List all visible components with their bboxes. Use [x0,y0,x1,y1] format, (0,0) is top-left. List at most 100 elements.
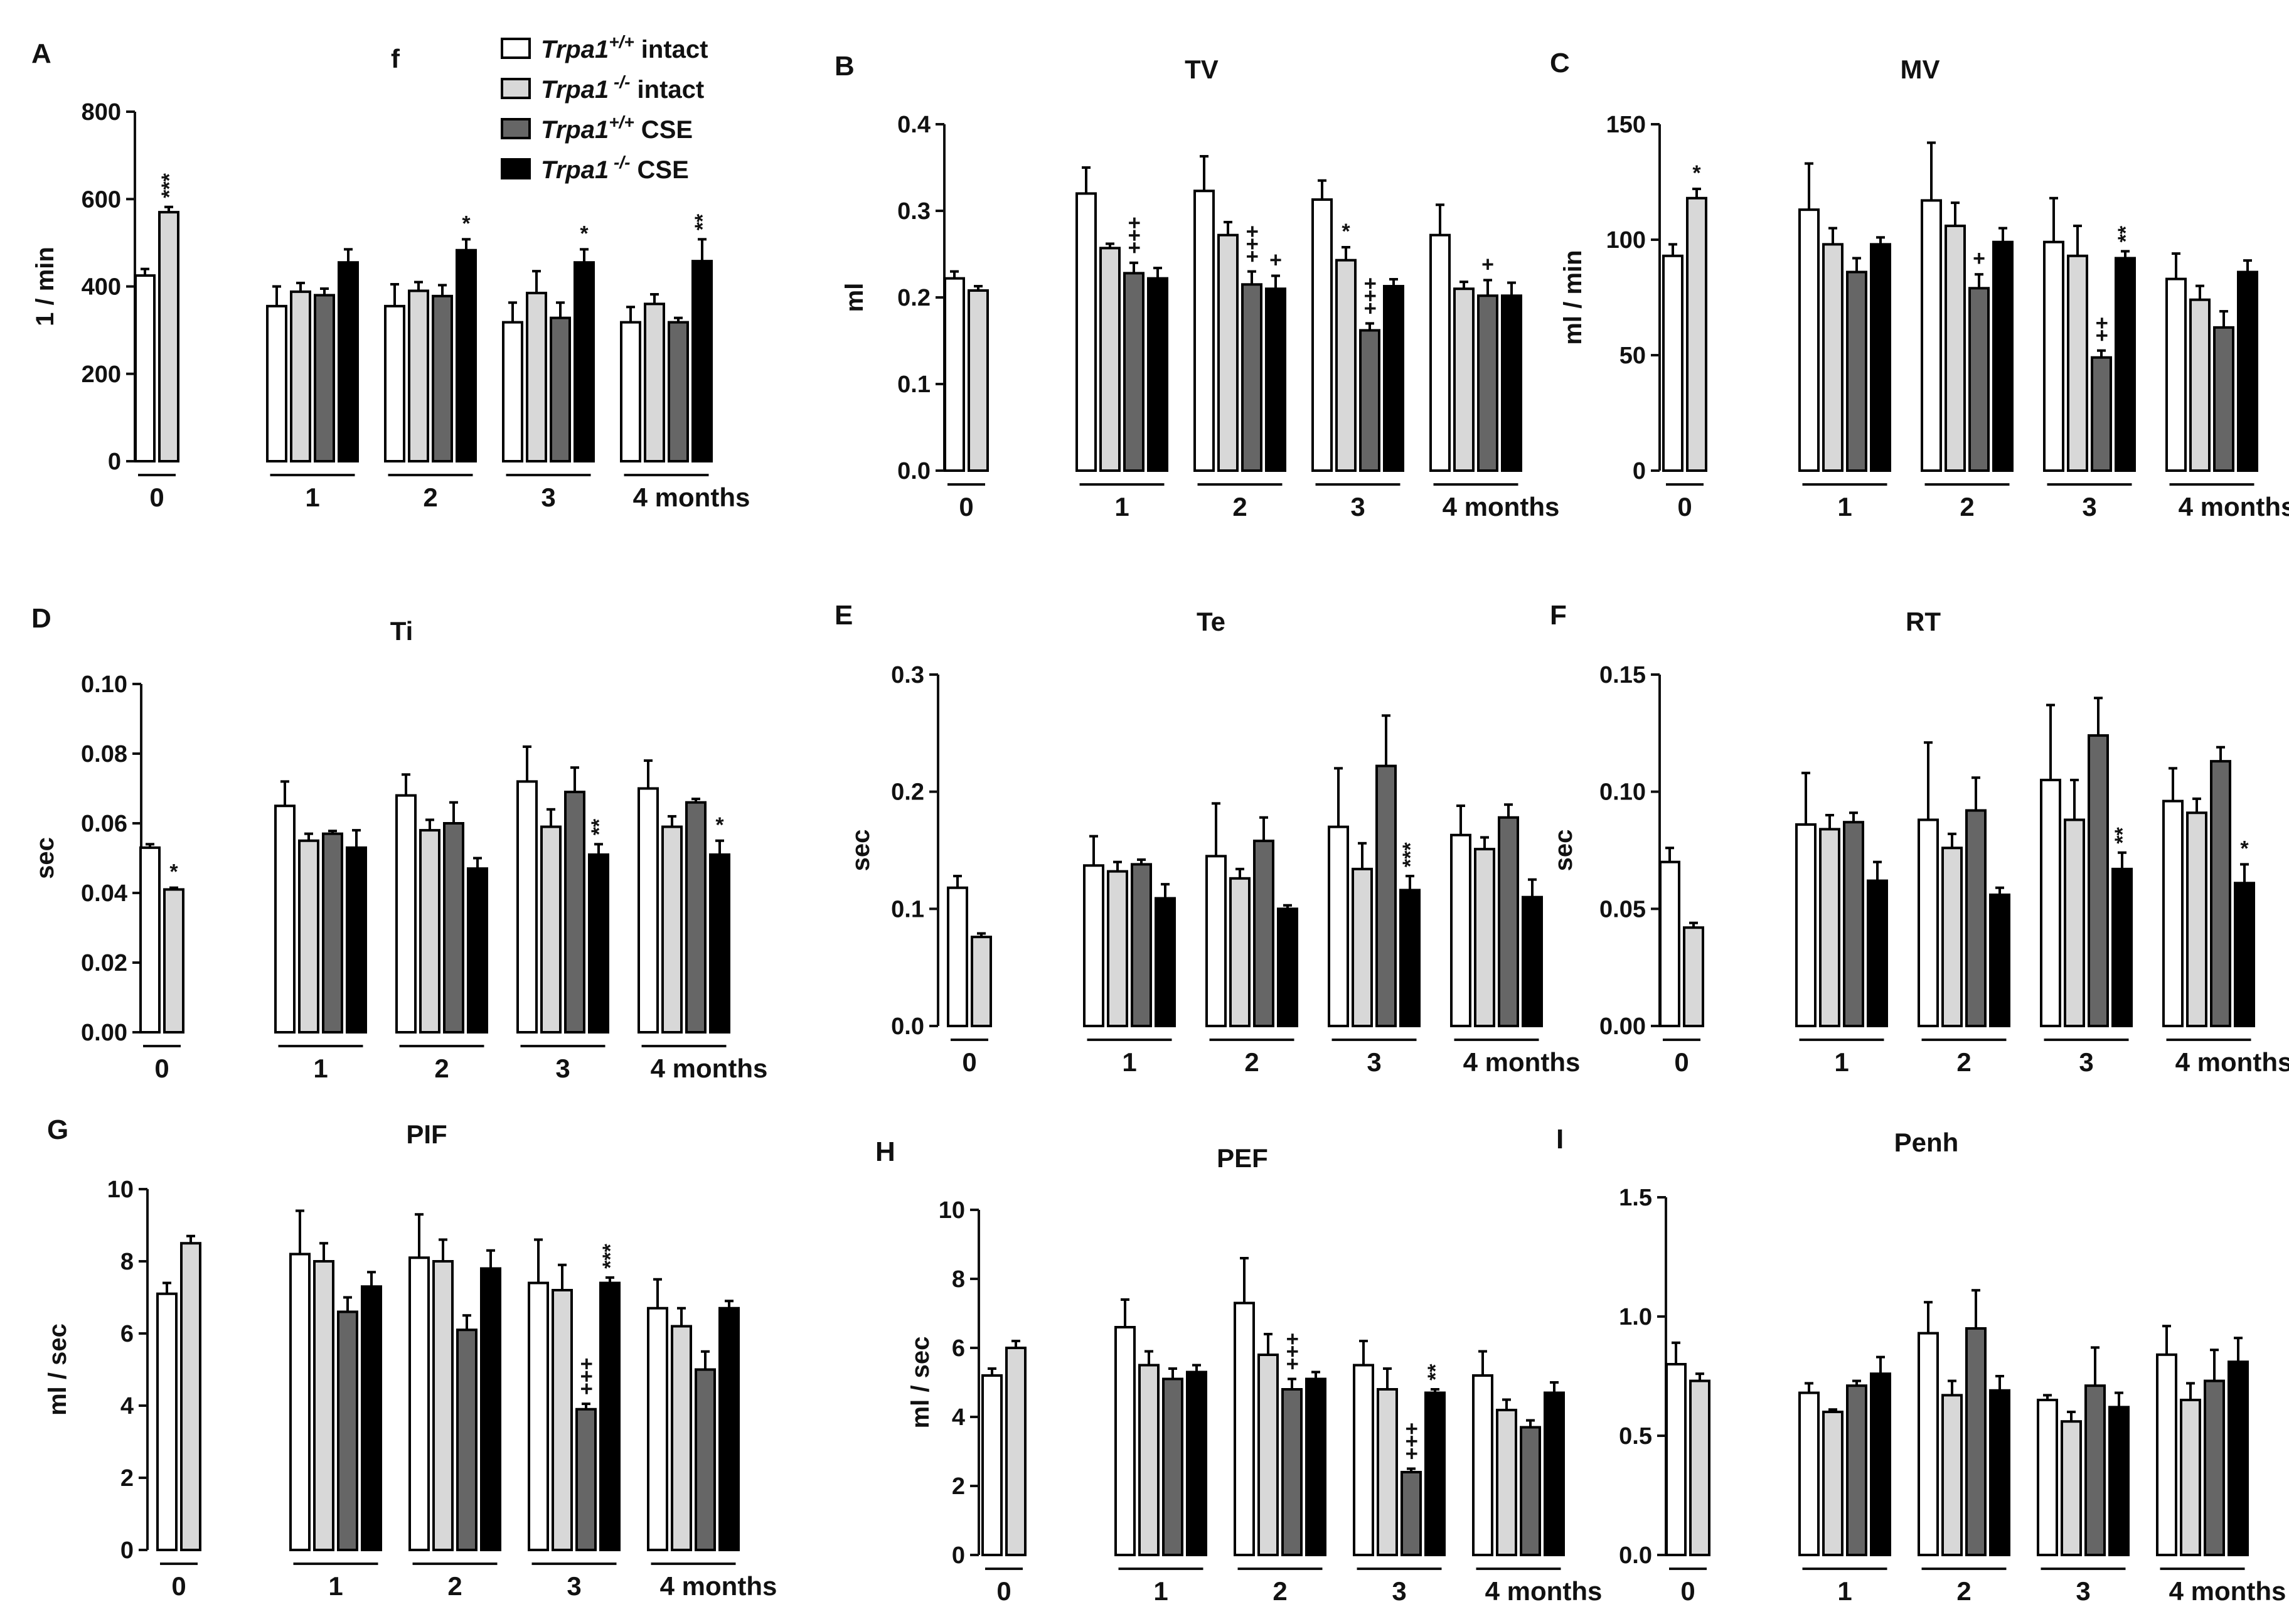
group-label: 1 [328,1571,343,1601]
bar [1496,1409,1517,1556]
bar [1281,1388,1303,1556]
bar [685,801,707,1034]
bar [671,1325,692,1551]
bar [1335,259,1357,472]
bar [1798,1391,1820,1557]
group-label: 4 months [1463,1047,1581,1077]
group-label: 2 [1956,1576,1971,1606]
bar [289,1253,311,1551]
significance-marker: +++ [1241,225,1264,263]
bar [1846,1384,1867,1556]
bar [1867,879,1888,1027]
panel-f: F RT 0.00 0.05 0.10 0.15 sec 0 1 2 3 ** 4 months * [1550,600,2289,1077]
bar [1989,893,2010,1028]
bar [1401,1471,1422,1556]
bar [314,294,335,462]
bar [2234,882,2255,1028]
bar [968,289,989,472]
bar [346,846,367,1034]
bar [1843,821,1864,1027]
significance-marker: * [715,813,724,837]
group-label: 2 [434,1054,449,1083]
group-label: 0 [1677,492,1692,521]
bar [1123,272,1144,472]
significance-marker: ** [587,818,611,835]
bar [1686,196,1707,472]
y-axis-label: ml / sec [44,1323,72,1416]
y-tick-label: 0.0 [1619,1542,1652,1569]
bar [395,794,417,1034]
bar [298,839,319,1034]
bar [408,289,429,462]
bar [1114,1326,1136,1556]
bar [408,1256,430,1551]
bar [695,1368,716,1551]
bar [1968,287,1990,472]
bar [134,274,156,462]
bar [1474,848,1495,1027]
bar [1257,1354,1279,1556]
bar [1099,247,1121,472]
bar [1375,764,1397,1027]
panel-letter: I [1556,1124,1564,1155]
significance-marker: +++ [575,1358,599,1396]
significance-marker: * [462,211,471,235]
bar [443,822,464,1034]
bar [2156,1353,2177,1557]
significance-marker: + [1481,252,1494,276]
y-tick-label: 0.00 [81,1020,127,1046]
panel-letter: E [835,600,853,631]
panel-title: RT [1906,607,1941,636]
bar [1377,1388,1398,1556]
bar [1107,870,1128,1027]
bar [2088,734,2109,1027]
significance-marker: * [169,860,178,884]
bar [163,888,184,1034]
y-tick-label: 0.08 [81,741,127,767]
y-tick-label: 0 [952,1542,965,1569]
panel-i: I Penh 0.0 0.5 1.0 1.5 0 1 2 3 4 months [1556,1124,2286,1606]
y-axis-label: ml / min [1559,250,1587,345]
panel-letter: B [835,51,855,82]
panel-d: D Ti 0.00 0.02 0.04 0.06 0.08 0.10 sec 0 * 1 2 3 ** 4 m… [31,603,767,1083]
y-tick-label: 0 [1633,458,1646,484]
group-label: 1 [1834,1047,1849,1077]
significance-marker: *** [157,173,181,198]
bar [2040,779,2061,1027]
bar [1819,828,1840,1028]
bar [1217,233,1239,472]
bar [2162,799,2184,1027]
bar [1131,863,1152,1028]
significance-marker: ** [691,213,715,230]
y-tick-label: 4 [120,1393,134,1419]
bar [661,825,683,1034]
y-tick-label: 6 [120,1321,134,1347]
group-label: 1 [1153,1576,1168,1606]
bar [2237,270,2258,472]
bar [1453,287,1475,472]
bar [2091,356,2112,472]
bar [947,886,968,1027]
legend-swatch [501,158,531,179]
panel-letter: A [31,38,51,69]
panel-title: MV [1901,55,1940,84]
bar [1253,840,1274,1027]
group-label: 2 [1956,1047,1971,1077]
group-label: 3 [2079,1047,2093,1077]
bar [620,321,641,463]
bar [2213,326,2234,473]
bar [709,853,730,1034]
legend: Trpa1+/+ intact Trpa1 -/- intact Trpa1+/+ … [501,32,708,184]
y-axis-label: ml / sec [907,1337,934,1429]
y-tick-label: 150 [1606,112,1646,138]
group-label: 3 [1392,1576,1406,1606]
bar [1520,1426,1541,1556]
panel-title: Te [1197,607,1225,636]
group-label: 0 [962,1047,976,1077]
bar [1155,897,1176,1027]
group-label: 0 [149,483,164,512]
y-tick-label: 0.0 [891,1013,924,1040]
bar [638,787,659,1034]
panel-h: H PEF 0 2 4 6 8 10 ml / sec 0 1 2 +++ 3 +++ ** 4 months [875,1136,1602,1606]
